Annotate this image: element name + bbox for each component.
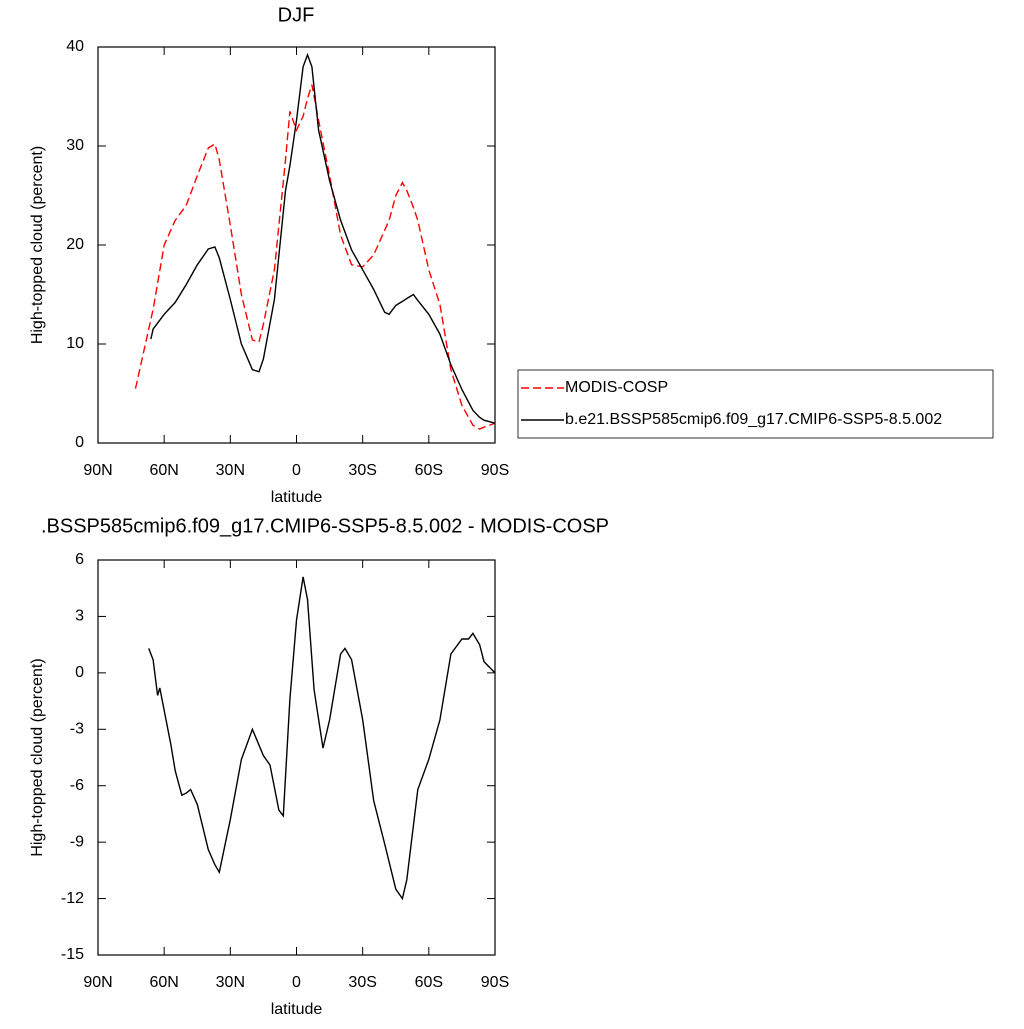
legend-label: MODIS-COSP (565, 379, 668, 396)
y-tick-label: 10 (66, 335, 84, 352)
x-tick-label: 0 (292, 462, 301, 479)
x-tick-label: 30N (216, 974, 245, 991)
x-tick-label: 90S (481, 974, 509, 991)
x-tick-label: 60S (415, 462, 443, 479)
x-axis-label: latitude (271, 489, 323, 506)
y-tick-label: 6 (75, 551, 84, 568)
x-tick-label: 0 (292, 974, 301, 991)
x-tick-label: 60N (149, 462, 178, 479)
y-tick-label: -3 (70, 721, 84, 738)
y-tick-label: -15 (61, 946, 84, 963)
data-line (134, 84, 496, 430)
y-tick-label: 0 (75, 434, 84, 451)
x-tick-label: 60N (149, 974, 178, 991)
chart-title: .BSSP585cmip6.f09_g17.CMIP6-SSP5-8.5.002… (41, 515, 609, 537)
y-tick-label: 30 (66, 137, 84, 154)
x-tick-label: 90N (83, 462, 112, 479)
y-tick-label: 0 (75, 664, 84, 681)
data-line (150, 52, 496, 424)
x-tick-label: 60S (415, 974, 443, 991)
y-tick-label: 3 (75, 608, 84, 625)
legend-label: b.e21.BSSP585cmip6.f09_g17.CMIP6-SSP5-8.… (565, 411, 942, 428)
y-tick-label: -9 (70, 833, 84, 850)
legend-box (517, 369, 994, 439)
y-tick-label: 40 (66, 38, 84, 55)
x-tick-label: 30S (348, 462, 376, 479)
y-axis-label: High-topped cloud (percent) (29, 658, 46, 856)
y-tick-label: 20 (66, 236, 84, 253)
y-axis-label: High-topped cloud (percent) (29, 146, 46, 344)
x-axis-label: latitude (271, 1001, 323, 1018)
x-tick-label: 30N (216, 462, 245, 479)
y-tick-label: -12 (61, 890, 84, 907)
y-tick-label: -6 (70, 777, 84, 794)
x-tick-label: 30S (348, 974, 376, 991)
plot-frame (97, 46, 496, 444)
x-tick-label: 90N (83, 974, 112, 991)
chart-title: DJF (278, 4, 315, 26)
x-tick-label: 90S (481, 462, 509, 479)
data-line (148, 576, 496, 901)
